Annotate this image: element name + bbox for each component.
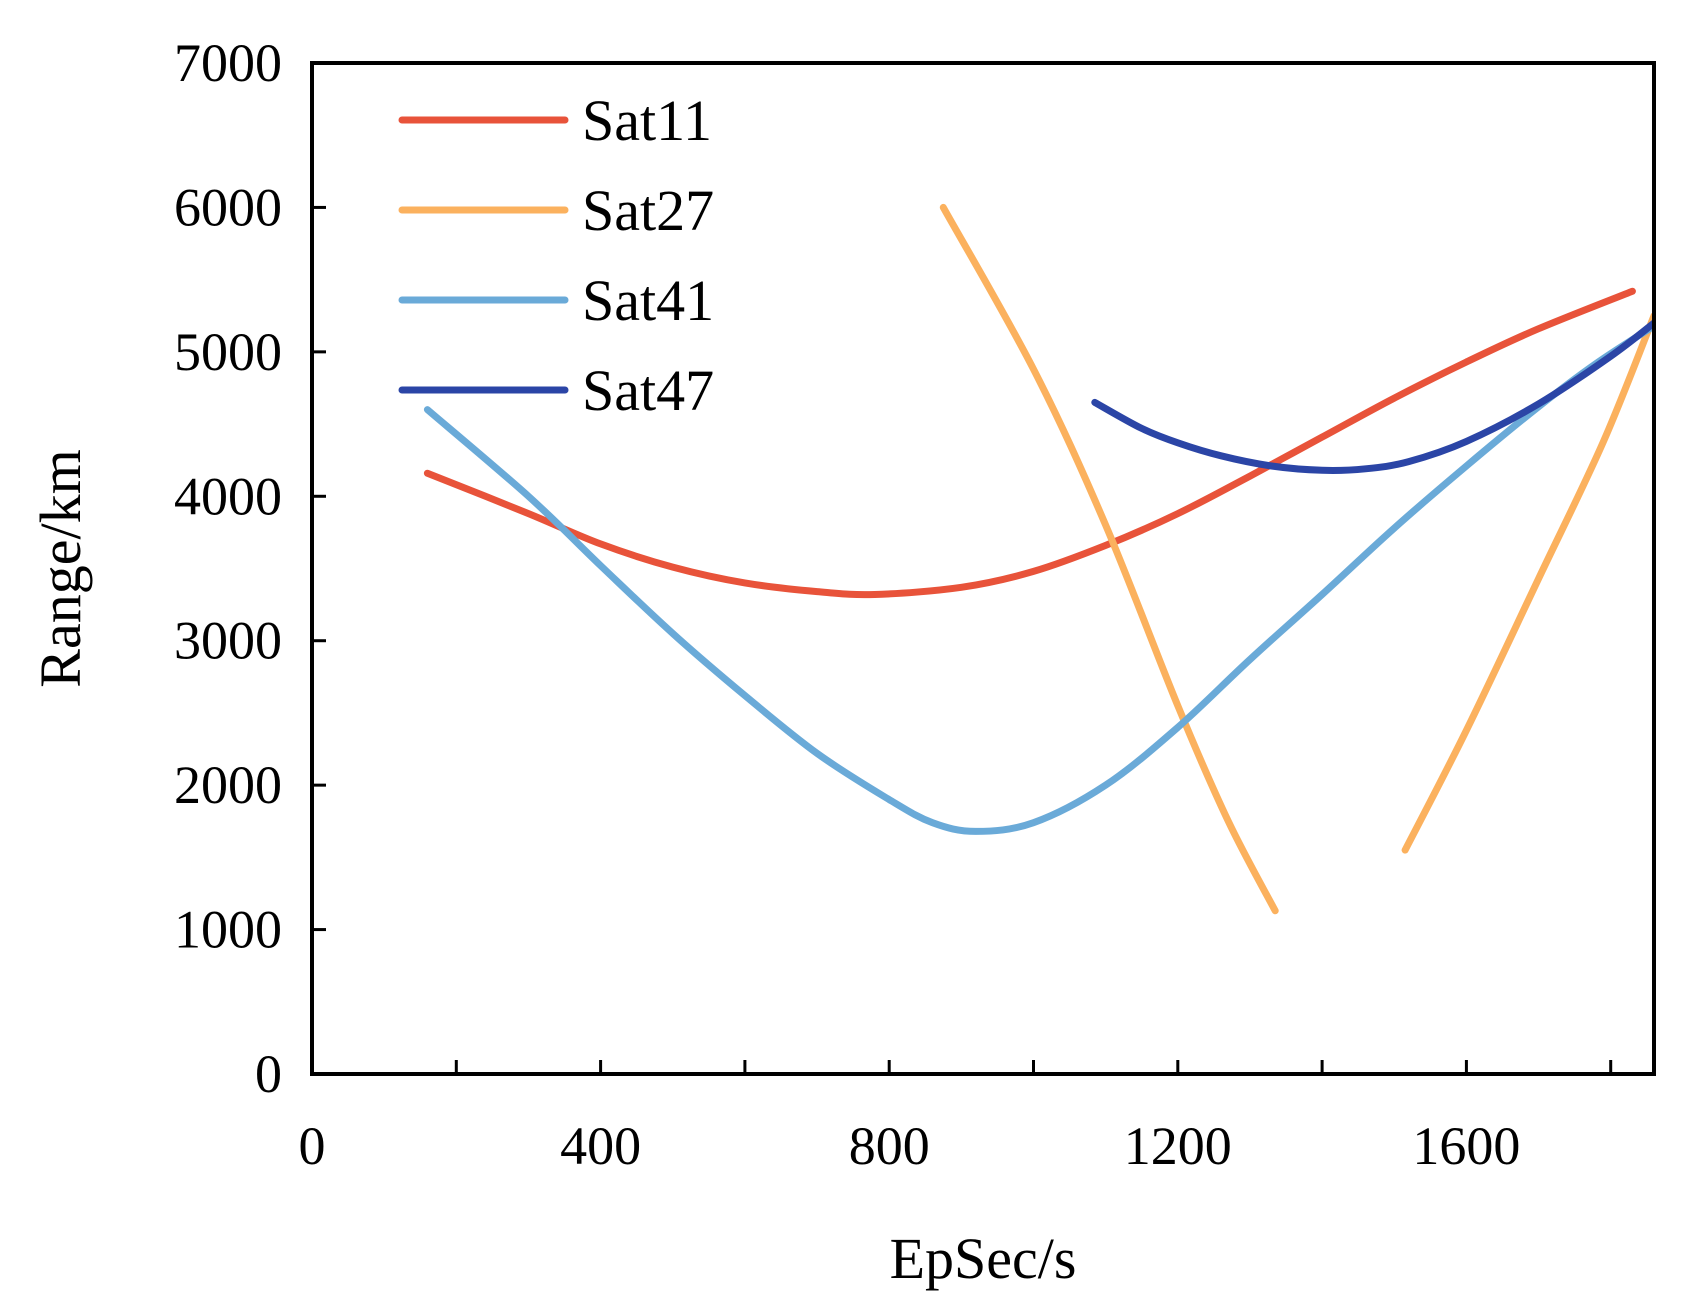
x-axis-title: EpSec/s	[890, 1226, 1077, 1291]
y-tick-label: 5000	[174, 322, 282, 382]
x-tick-label: 0	[299, 1116, 326, 1176]
legend-label-sat11: Sat11	[582, 88, 712, 153]
legend-label-sat41: Sat41	[582, 268, 714, 333]
series-line-sat47	[1091, 319, 1654, 474]
legend-item-sat47: Sat47	[398, 358, 714, 423]
y-axis-title: Range/km	[28, 449, 93, 687]
legend-item-sat41: Sat41	[398, 268, 714, 333]
y-tick-label: 3000	[174, 611, 282, 671]
y-tick-label: 4000	[174, 466, 282, 526]
y-tick-label: 1000	[174, 900, 282, 960]
series-line-sat11	[423, 287, 1636, 599]
y-tick-label: 2000	[174, 755, 282, 815]
series-line-sat27-segment-2	[1401, 312, 1654, 854]
y-axis-ticks: 0 1000 2000 3000 4000 5000 6000 7000	[174, 33, 326, 1104]
y-tick-label: 7000	[174, 33, 282, 93]
x-tick-label: 1200	[1124, 1116, 1232, 1176]
legend-label-sat47: Sat47	[582, 358, 714, 423]
x-tick-label: 400	[560, 1116, 641, 1176]
legend-item-sat11: Sat11	[398, 88, 712, 153]
y-tick-label: 6000	[174, 177, 282, 237]
plot-area-frame	[310, 61, 1656, 1076]
x-tick-label: 1600	[1412, 1116, 1520, 1176]
y-tick-label: 0	[255, 1044, 282, 1104]
x-tick-label: 800	[849, 1116, 930, 1176]
legend-item-sat27: Sat27	[398, 178, 714, 243]
series-line-sat41	[423, 322, 1654, 835]
series-line-sat27-segment-1	[939, 203, 1279, 915]
legend: Sat11 Sat27 Sat41 Sat47	[398, 88, 714, 423]
x-axis-ticks: 0 400 800 1200 1600	[299, 1060, 1613, 1176]
legend-label-sat27: Sat27	[582, 178, 714, 243]
series-layer	[423, 203, 1654, 915]
